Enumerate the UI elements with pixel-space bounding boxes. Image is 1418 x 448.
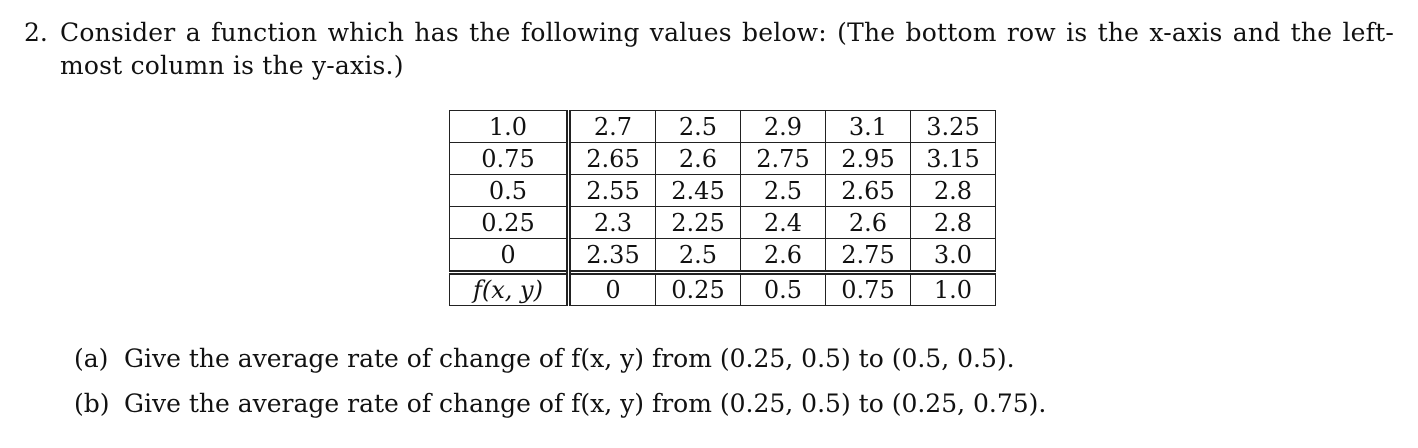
function-value-cell: 2.5 bbox=[740, 174, 826, 207]
part-b-text: Give the average rate of change of f(x, … bbox=[124, 389, 1047, 418]
problem-parts: (a) Give the average rate of change of f… bbox=[74, 342, 1046, 432]
table-row: 0.75 2.65 2.6 2.75 2.95 3.15 bbox=[449, 142, 996, 175]
problem-intro-text: Consider a function which has the follow… bbox=[60, 18, 1394, 80]
function-value-cell: 3.25 bbox=[910, 110, 996, 143]
table-row: 0.5 2.55 2.45 2.5 2.65 2.8 bbox=[449, 174, 996, 207]
function-value-cell: 2.5 bbox=[655, 110, 741, 143]
function-value-cell: 2.75 bbox=[740, 142, 826, 175]
function-value-cell: 2.7 bbox=[568, 110, 656, 143]
problem-intro: 2. Consider a function which has the fol… bbox=[24, 16, 1394, 82]
function-value-cell: 2.8 bbox=[910, 206, 996, 239]
x-axis-value-cell: 0.75 bbox=[825, 270, 911, 306]
function-value-cell: 2.95 bbox=[825, 142, 911, 175]
function-value-cell: 2.6 bbox=[740, 238, 826, 273]
function-value-cell: 2.55 bbox=[568, 174, 656, 207]
table-row: 0 2.35 2.5 2.6 2.75 3.0 bbox=[449, 238, 996, 273]
function-value-cell: 2.5 bbox=[655, 238, 741, 273]
function-value-cell: 2.65 bbox=[825, 174, 911, 207]
part-a: (a) Give the average rate of change of f… bbox=[74, 342, 1046, 387]
x-axis-value-cell: 0 bbox=[568, 270, 656, 306]
problem-2: 2. Consider a function which has the fol… bbox=[24, 16, 1394, 82]
function-value-cell: 2.8 bbox=[910, 174, 996, 207]
function-values-table-wrapper: 1.0 2.7 2.5 2.9 3.1 3.25 0.75 2.65 2.6 2.75 2.95 3.… bbox=[449, 110, 996, 306]
function-value-cell: 2.9 bbox=[740, 110, 826, 143]
part-a-label: (a) bbox=[74, 344, 109, 373]
part-b-label: (b) bbox=[74, 389, 110, 418]
function-value-cell: 3.1 bbox=[825, 110, 911, 143]
y-axis-value-cell: 0.75 bbox=[449, 142, 571, 175]
function-value-cell: 2.65 bbox=[568, 142, 656, 175]
y-axis-value-cell: 0.25 bbox=[449, 206, 571, 239]
function-values-table: 1.0 2.7 2.5 2.9 3.1 3.25 0.75 2.65 2.6 2.75 2.95 3.… bbox=[449, 110, 996, 306]
function-value-cell: 2.35 bbox=[568, 238, 656, 273]
function-value-cell: 2.4 bbox=[740, 206, 826, 239]
x-axis-value-cell: 0.5 bbox=[740, 270, 826, 306]
function-value-cell: 2.6 bbox=[655, 142, 741, 175]
function-value-cell: 2.75 bbox=[825, 238, 911, 273]
function-value-cell: 3.0 bbox=[910, 238, 996, 273]
part-b: (b) Give the average rate of change of f… bbox=[74, 387, 1046, 432]
x-axis-value-cell: 1.0 bbox=[910, 270, 996, 306]
y-axis-value-cell: 1.0 bbox=[449, 110, 571, 143]
x-axis-value-cell: 0.25 bbox=[655, 270, 741, 306]
x-axis-row: f(x, y) 0 0.25 0.5 0.75 1.0 bbox=[449, 270, 996, 306]
function-value-cell: 2.45 bbox=[655, 174, 741, 207]
function-value-cell: 3.15 bbox=[910, 142, 996, 175]
y-axis-value-cell: 0 bbox=[449, 238, 571, 273]
part-a-text: Give the average rate of change of f(x, … bbox=[124, 344, 1015, 373]
table-row: 1.0 2.7 2.5 2.9 3.1 3.25 bbox=[449, 110, 996, 143]
function-value-cell: 2.6 bbox=[825, 206, 911, 239]
function-label-cell: f(x, y) bbox=[449, 270, 571, 306]
function-value-cell: 2.3 bbox=[568, 206, 656, 239]
function-value-cell: 2.25 bbox=[655, 206, 741, 239]
table-row: 0.25 2.3 2.25 2.4 2.6 2.8 bbox=[449, 206, 996, 239]
table-body: 1.0 2.7 2.5 2.9 3.1 3.25 0.75 2.65 2.6 2.75 2.95 3.… bbox=[449, 110, 996, 306]
y-axis-value-cell: 0.5 bbox=[449, 174, 571, 207]
problem-number: 2. bbox=[24, 18, 48, 47]
